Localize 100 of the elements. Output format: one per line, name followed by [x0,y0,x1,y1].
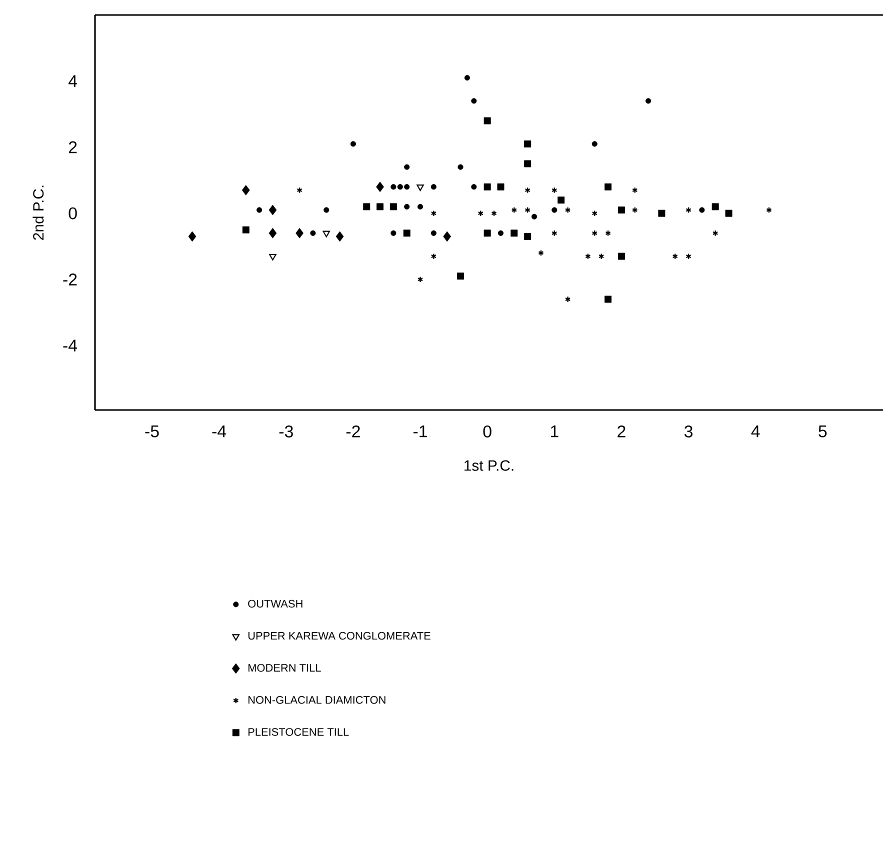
point [268,204,277,216]
x-axis-title: 1st P.C. [464,460,514,471]
x-tick-label: -2 [346,425,360,438]
point [766,206,772,214]
x-tick-label: 0 [483,425,492,438]
point [404,184,410,190]
point [324,207,330,213]
point [404,204,410,210]
legend-label: OUTWASH [248,600,302,608]
point [376,182,384,192]
point [404,164,410,170]
point [645,98,652,104]
point [478,210,484,217]
y-tick-label: 2 [68,141,77,154]
point [430,210,437,217]
point [598,253,604,260]
point [457,272,464,280]
point [524,206,530,214]
point [531,214,538,220]
y-tick-label: 0 [68,207,77,220]
point [632,206,638,214]
point [712,203,719,210]
point [618,252,625,260]
y-tick-label: -4 [63,340,78,352]
point [725,210,732,217]
point [618,206,625,214]
y-axis-title: 2nd P.C. [32,186,44,240]
point [712,230,718,236]
point [592,230,598,236]
point [511,206,517,214]
point [564,296,571,302]
point [585,253,591,260]
point [564,206,571,214]
legend-label: PLEISTOCENE TILL [248,728,349,736]
point [498,230,504,236]
x-tick-label: 4 [751,425,760,438]
point [363,203,370,210]
point [350,141,356,147]
point [699,207,705,213]
point [491,210,497,217]
point [538,250,544,256]
point [592,210,598,217]
point [605,230,611,236]
point [672,253,678,260]
point [471,184,477,190]
point [242,185,250,196]
point [336,231,344,242]
point [430,184,436,190]
point [322,230,330,238]
point [592,141,598,147]
point [296,186,302,194]
point [403,230,410,237]
y-tick-label: -2 [63,274,77,286]
point [510,230,518,237]
point [430,253,437,260]
point [188,231,196,242]
point [417,276,424,283]
x-tick-label: -3 [279,425,293,438]
legend-label: NON-GLACIAL DIAMICTON [248,696,386,704]
point [296,228,304,238]
point [552,207,558,213]
point [524,186,530,194]
point [484,183,491,190]
point [397,184,403,190]
point [464,75,470,81]
point [524,140,532,148]
point [242,226,250,234]
point [390,230,396,236]
point [604,183,612,190]
point [552,230,558,236]
legend-label: MODERN TILL [248,664,321,672]
point [390,203,397,210]
point [484,230,491,237]
point [497,183,504,190]
point [416,184,424,192]
point [658,210,666,217]
point [269,254,276,260]
x-tick-label: 5 [818,425,827,438]
point [471,98,477,104]
point [417,204,424,210]
point [524,232,532,240]
point [686,253,692,260]
point [524,160,532,168]
x-tick-label: -5 [145,425,159,438]
x-tick-label: 3 [684,425,692,438]
point [632,186,638,194]
x-tick-label: 2 [618,425,626,438]
point [604,296,612,303]
point [458,164,464,170]
x-tick-label: -4 [212,425,226,438]
x-tick-label: 1 [550,425,558,438]
point [268,228,277,238]
point [558,196,565,204]
point [390,184,396,190]
point [256,207,262,213]
x-tick-label: -1 [413,425,427,438]
point [484,117,491,124]
point [552,186,558,194]
point [376,203,384,210]
point [686,206,692,214]
